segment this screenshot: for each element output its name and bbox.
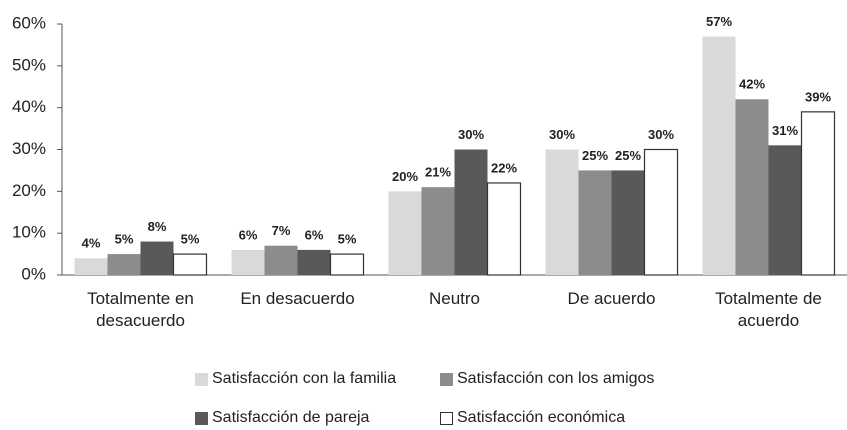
legend-label: Satisfacción con la familia [212,370,397,387]
bar [454,149,488,275]
legend-label: Satisfacción de pareja [212,409,370,426]
data-label: 31% [772,123,798,138]
legend-swatch [195,411,208,425]
bar [486,182,522,276]
x-tick-label: En desacuerdo [240,289,355,308]
legend-swatch [440,411,453,425]
bar [800,111,836,276]
bar [231,249,265,275]
y-tick-label: 60% [12,13,46,32]
y-tick-label: 50% [12,55,46,74]
bar [264,245,298,275]
data-label: 5% [338,232,357,247]
data-label: 21% [425,165,451,180]
x-tick-label: Totalmente en desacuerdo [87,289,194,330]
x-tick-label: Neutro [428,289,481,308]
data-label: 8% [148,219,167,234]
data-label: 6% [239,227,258,242]
legend-item: Satisfacción con los amigos [440,370,654,388]
bar [702,36,736,275]
bar [611,170,645,275]
y-tick-label: 10% [12,223,46,242]
legend-swatch [440,372,453,386]
bar [545,149,579,275]
x-tick-label: Totalmente de acuerdo [715,289,822,330]
legend-label: Satisfacción económica [457,409,626,426]
data-label: 4% [82,236,101,251]
data-label: 57% [706,14,732,29]
data-label: 22% [491,160,517,175]
bar [329,253,365,276]
legend-swatch [195,372,208,386]
data-label: 25% [582,148,608,163]
data-label: 42% [739,77,765,92]
bar [297,249,331,275]
bar [735,99,769,275]
bar [578,170,612,275]
data-label: 7% [272,223,291,238]
x-tick-label: De acuerdo [567,289,656,308]
data-label: 25% [615,148,641,163]
data-label: 30% [549,127,575,142]
y-tick-label: 20% [12,181,46,200]
legend-item: Satisfacción de pareja [195,409,369,427]
bar [768,145,802,275]
data-label: 6% [305,227,324,242]
data-label: 5% [181,232,200,247]
data-label: 30% [648,127,674,142]
bar [643,148,679,276]
data-label: 30% [458,127,484,142]
bar [107,254,141,275]
bar [74,258,108,275]
bar [421,187,455,275]
data-label: 5% [115,232,134,247]
legend-item: Satisfacción con la familia [195,370,396,388]
bar [172,253,208,276]
y-tick-label: 30% [12,139,46,158]
data-label: 20% [392,169,418,184]
legend-label: Satisfacción con los amigos [457,370,655,387]
legend-item: Satisfacción económica [440,409,625,427]
y-tick-label: 0% [21,264,46,283]
data-label: 39% [805,89,831,104]
bar [388,191,422,275]
y-tick-label: 40% [12,97,46,116]
bar [140,241,174,275]
